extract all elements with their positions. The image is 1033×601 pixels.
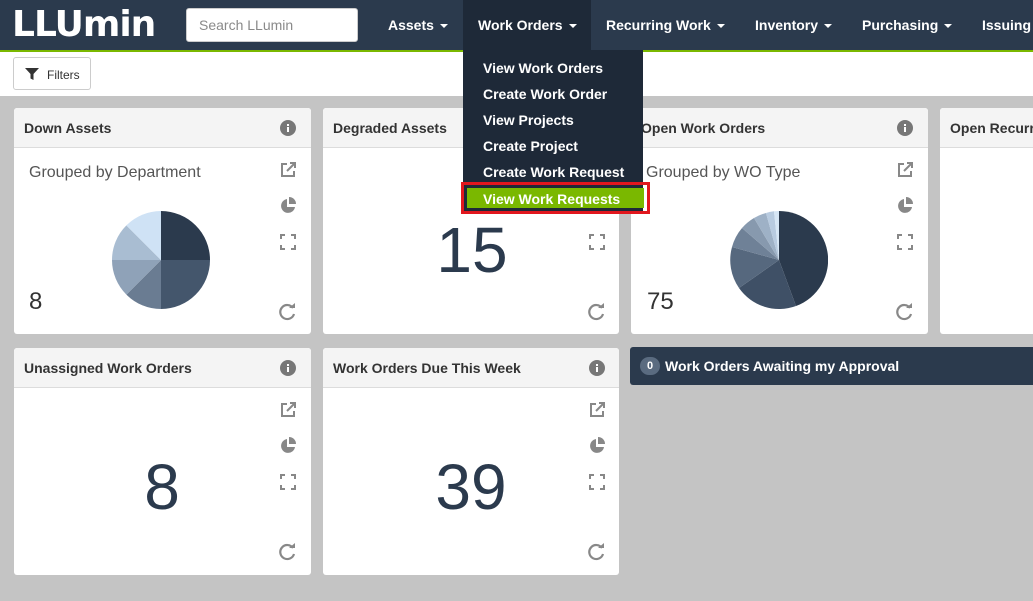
caret-down-icon <box>824 24 833 29</box>
widget-open-recurring: Open Recurr <box>940 108 1033 334</box>
widget-title: Degraded Assets <box>333 120 447 136</box>
caret-down-icon <box>568 24 577 29</box>
info-icon[interactable] <box>897 120 913 136</box>
expand-icon[interactable] <box>896 233 914 251</box>
external-link-icon[interactable] <box>279 401 297 419</box>
menu-item-view-projects[interactable]: View Projects <box>483 112 574 128</box>
highlight-box: View Work Requests <box>461 182 650 214</box>
menu-item-view-work-orders[interactable]: View Work Orders <box>483 60 604 76</box>
widget-count: 39 <box>435 451 507 523</box>
nav-assets[interactable]: Assets <box>388 0 448 50</box>
expand-icon[interactable] <box>279 233 297 251</box>
nav-recurring-work[interactable]: Recurring Work <box>606 0 725 50</box>
widget-title: Work Orders Due This Week <box>333 360 521 376</box>
nav-issuing[interactable]: Issuing <box>982 0 1031 50</box>
widget-header: Down Assets <box>14 108 311 148</box>
widget-count: 8 <box>144 451 180 523</box>
top-navbar: LLUmin Assets Work Orders Recurring Work… <box>0 0 1033 50</box>
search-input[interactable] <box>186 8 358 42</box>
external-link-icon[interactable] <box>896 161 914 179</box>
refresh-icon[interactable] <box>896 303 914 321</box>
expand-icon[interactable] <box>279 473 297 491</box>
refresh-icon[interactable] <box>588 303 606 321</box>
widget-header: Open Recurr <box>940 108 1033 148</box>
widget-title: Down Assets <box>24 120 112 136</box>
widget-header: Work Orders Due This Week <box>323 348 619 388</box>
nav-inventory-label: Inventory <box>755 17 819 33</box>
refresh-icon[interactable] <box>279 543 297 561</box>
widget-subtitle: Grouped by WO Type <box>646 164 801 181</box>
widget-header: Unassigned Work Orders <box>14 348 311 388</box>
widget-subtitle: Grouped by Department <box>29 164 201 181</box>
pie-chart[interactable] <box>730 211 828 309</box>
caret-down-icon <box>716 24 725 29</box>
refresh-icon[interactable] <box>279 303 297 321</box>
widget-work-orders-due-this-week: Work Orders Due This Week 39 <box>323 348 619 575</box>
menu-item-create-work-order[interactable]: Create Work Order <box>483 86 608 102</box>
caret-down-icon <box>439 24 448 29</box>
widget-title: Work Orders Awaiting my Approval <box>665 358 900 374</box>
llumin-logo[interactable]: LLUmin <box>12 4 156 45</box>
menu-item-create-work-request[interactable]: Create Work Request <box>483 164 625 180</box>
info-icon[interactable] <box>280 120 296 136</box>
work-orders-dropdown-menu: View Work Orders Create Work Order View … <box>463 50 643 214</box>
filter-icon <box>25 68 39 80</box>
filters-button-label: Filters <box>47 68 80 82</box>
nav-assets-label: Assets <box>388 17 434 33</box>
nav-purchasing[interactable]: Purchasing <box>862 0 953 50</box>
widget-header: Open Work Orders <box>631 108 928 148</box>
widget-count: 75 <box>647 288 674 315</box>
widget-title: Open Work Orders <box>641 120 766 136</box>
menu-item-create-project[interactable]: Create Project <box>483 138 578 154</box>
nav-inventory[interactable]: Inventory <box>755 0 833 50</box>
info-icon[interactable] <box>280 360 296 376</box>
pie-chart-icon[interactable] <box>588 437 606 455</box>
pie-chart[interactable] <box>112 211 210 309</box>
expand-icon[interactable] <box>588 473 606 491</box>
external-link-icon[interactable] <box>588 401 606 419</box>
nav-recurring-work-label: Recurring Work <box>606 17 711 33</box>
widget-open-work-orders: Open Work Orders Grouped by WO Type 75 <box>631 108 928 334</box>
nav-issuing-label: Issuing <box>982 17 1032 33</box>
widget-down-assets: Down Assets Grouped by Department 8 <box>14 108 311 334</box>
filters-button[interactable]: Filters <box>13 57 91 90</box>
caret-down-icon <box>944 24 953 29</box>
info-icon[interactable] <box>589 360 605 376</box>
nav-purchasing-label: Purchasing <box>862 17 939 33</box>
pie-chart-icon[interactable] <box>279 437 297 455</box>
widget-awaiting-approval[interactable]: 0 Work Orders Awaiting my Approval <box>630 347 1033 385</box>
widget-count: 8 <box>29 288 43 315</box>
menu-item-view-work-requests-label: View Work Requests <box>483 191 621 207</box>
expand-icon[interactable] <box>588 233 606 251</box>
nav-work-orders-label: Work Orders <box>478 17 563 33</box>
refresh-icon[interactable] <box>588 543 606 561</box>
menu-item-view-work-requests[interactable] <box>467 188 644 208</box>
widget-unassigned-work-orders: Unassigned Work Orders 8 <box>14 348 311 575</box>
count-badge: 0 <box>640 357 660 375</box>
external-link-icon[interactable] <box>279 161 297 179</box>
widget-title: Open Recurr <box>950 120 1033 136</box>
pie-chart-icon[interactable] <box>896 197 914 215</box>
widget-title: Unassigned Work Orders <box>24 360 192 376</box>
nav-work-orders[interactable]: Work Orders <box>463 0 591 50</box>
pie-chart-icon[interactable] <box>279 197 297 215</box>
widget-count: 15 <box>436 214 508 286</box>
